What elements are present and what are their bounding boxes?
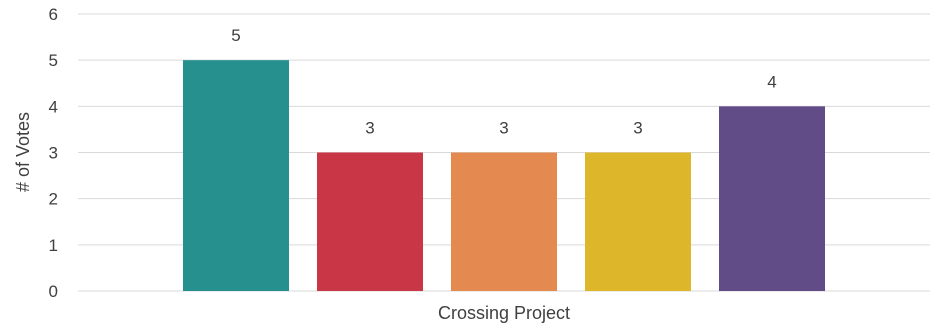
data-label: 5	[231, 26, 240, 45]
y-tick-labels: 0 1 2 3 4 5 6	[49, 5, 58, 301]
bar	[317, 152, 423, 291]
y-tick-label: 6	[49, 5, 58, 24]
data-label: 3	[633, 119, 642, 138]
bar	[719, 106, 825, 291]
data-label: 3	[365, 119, 374, 138]
x-category-label: Crossing Project	[438, 303, 570, 323]
bars	[183, 60, 825, 291]
bar	[451, 152, 557, 291]
y-tick-label: 4	[49, 97, 58, 116]
bar	[585, 152, 691, 291]
x-category-labels: Crossing Project	[438, 303, 570, 323]
y-tick-label: 0	[49, 282, 58, 301]
y-tick-label: 2	[49, 190, 58, 209]
y-axis-title: # of Votes	[13, 112, 33, 192]
bar	[183, 60, 289, 291]
data-label: 3	[499, 119, 508, 138]
y-tick-label: 3	[49, 144, 58, 163]
data-label: 4	[767, 72, 776, 91]
data-labels: 5 3 3 3 4	[231, 26, 776, 137]
y-tick-label: 5	[49, 51, 58, 70]
y-tick-label: 1	[49, 236, 58, 255]
